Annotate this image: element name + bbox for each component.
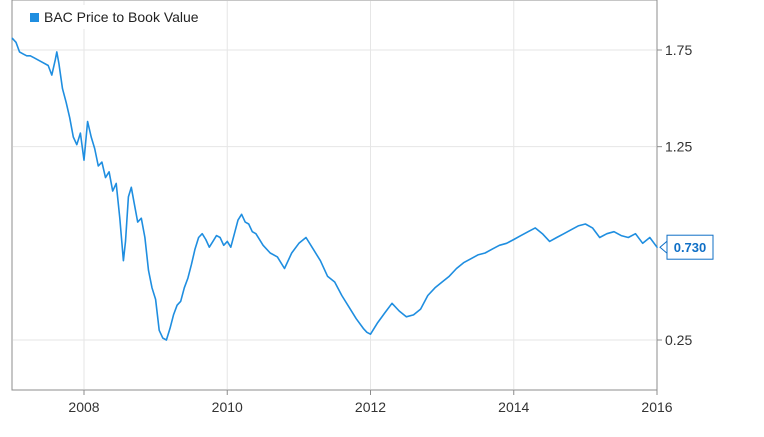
current-value-label: 0.730 <box>674 240 707 255</box>
axis-labels: 2008 2010 2012 2014 2016 1.75 1.25 0.25 <box>68 42 692 415</box>
legend-label: BAC Price to Book Value <box>44 9 199 25</box>
x-tick-label: 2012 <box>355 399 386 415</box>
grid-lines <box>13 1 662 395</box>
y-tick-label: 1.75 <box>665 42 692 58</box>
y-tick-label: 0.25 <box>665 332 692 348</box>
x-tick-label: 2010 <box>212 399 243 415</box>
current-value-pointer <box>659 240 668 255</box>
legend-box <box>22 5 224 29</box>
legend-swatch <box>30 13 39 22</box>
plot-area <box>11 0 658 391</box>
x-tick-label: 2016 <box>641 399 672 415</box>
current-value-box <box>666 234 714 260</box>
x-tick-label: 2008 <box>68 399 99 415</box>
y-tick-label: 1.25 <box>665 139 692 155</box>
x-tick-label: 2014 <box>498 399 529 415</box>
current-value-marker: 0.730 <box>659 234 714 260</box>
series-layer <box>11 37 658 341</box>
legend[interactable]: BAC Price to Book Value <box>22 5 224 29</box>
series-line-bac-price-to-book <box>11 37 658 341</box>
